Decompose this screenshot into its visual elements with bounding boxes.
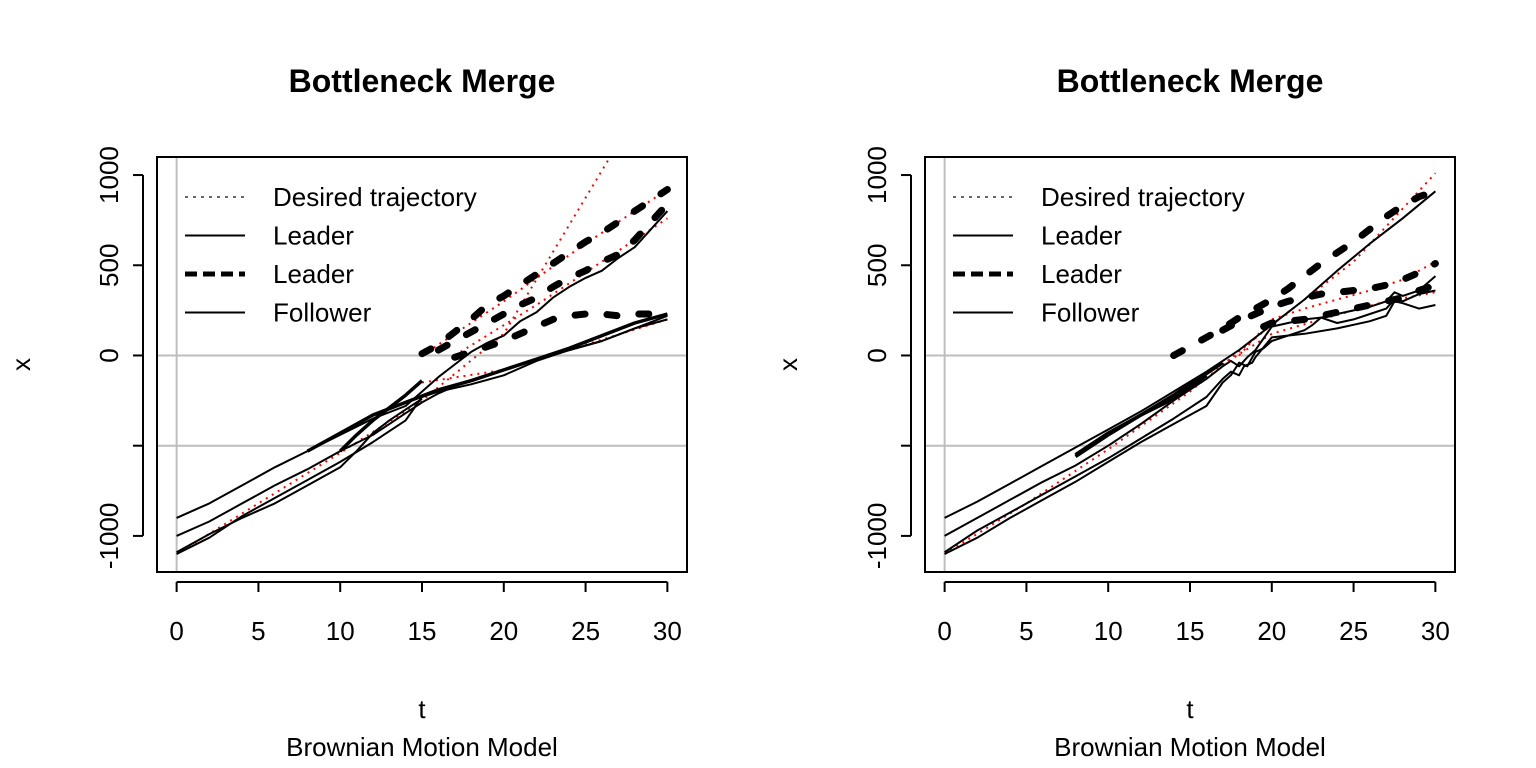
series-group <box>176 157 671 555</box>
y-tick-label: 0 <box>94 348 124 362</box>
x-tick-label: 30 <box>1421 616 1450 646</box>
legend-label: Leader <box>273 259 354 289</box>
series-line-dashed-thick-10 <box>451 308 671 361</box>
y-tick-label: 500 <box>94 244 124 287</box>
y-axis-label: x <box>773 358 803 371</box>
plot-frame <box>924 156 1456 573</box>
chart-subtitle: Brownian Motion Model <box>1054 732 1326 762</box>
x-tick-label: 25 <box>1339 616 1368 646</box>
chart-subtitle: Brownian Motion Model <box>286 732 558 762</box>
x-axis-label: t <box>1186 694 1194 724</box>
legend-label: Leader <box>273 221 354 251</box>
legend: Desired trajectory Leader Leader Follower <box>185 182 477 328</box>
series-line-solid-thin-6 <box>944 300 1436 554</box>
legend-label: Follower <box>273 298 372 328</box>
y-tick-label: 500 <box>862 244 892 287</box>
chart-title: Bottleneck Merge <box>1057 63 1324 99</box>
legend: Desired trajectory Leader Leader Follower <box>953 182 1245 328</box>
chart-panel-left: Bottleneck Merge 0 5 10 15 20 25 30 -1000 0 500 100… <box>6 63 688 762</box>
x-tick-label: 30 <box>653 616 682 646</box>
y-tick-label: -1000 <box>862 503 892 570</box>
y-tick-label: 1000 <box>862 146 892 204</box>
series-line-red-dotted-0 <box>944 172 1437 555</box>
series-line-solid-thin-7 <box>176 397 423 554</box>
y-tick-label: 1000 <box>94 146 124 204</box>
chart-panel-right: Bottleneck Merge 0 5 10 15 20 25 30 -1000 0 500 100… <box>773 63 1456 762</box>
x-tick-label: 15 <box>1176 616 1205 646</box>
series-line-solid-thin-5 <box>944 289 1436 555</box>
series-line-dashed-thick-8 <box>1219 260 1439 334</box>
x-tick-label: 5 <box>1019 616 1033 646</box>
y-tick-label: -1000 <box>94 503 124 570</box>
x-axis-label: t <box>418 694 426 724</box>
legend-label: Leader <box>1041 259 1122 289</box>
x-tick-label: 0 <box>937 616 951 646</box>
series-line-dashed-thick-9 <box>434 200 671 354</box>
y-tick-label: 0 <box>862 348 892 362</box>
x-tick-label: 10 <box>326 616 355 646</box>
series-line-solid-thin-3 <box>944 190 1437 519</box>
x-tick-label: 25 <box>571 616 600 646</box>
x-tick-label: 15 <box>408 616 437 646</box>
x-tick-label: 20 <box>489 616 518 646</box>
x-tick-label: 0 <box>169 616 183 646</box>
legend-label: Leader <box>1041 221 1122 251</box>
legend-label: Desired trajectory <box>273 182 477 212</box>
series-line-red-dotted-1 <box>421 188 668 357</box>
y-axis-label: x <box>6 358 36 371</box>
legend-label: Desired trajectory <box>1041 182 1245 212</box>
series-line-solid-thick-12 <box>338 379 424 453</box>
x-tick-label: 10 <box>1094 616 1123 646</box>
series-line-dashed-thick-7 <box>1170 187 1439 359</box>
series-line-solid-thin-4 <box>944 275 1437 537</box>
series-line-solid-thin-4 <box>176 210 669 519</box>
series-line-solid-thick-11 <box>1074 361 1224 458</box>
chart-title: Bottleneck Merge <box>289 63 556 99</box>
series-group <box>944 172 1439 555</box>
x-tick-label: 5 <box>251 616 265 646</box>
series-line-solid-thick-11 <box>306 312 668 453</box>
plot-frame <box>156 156 688 573</box>
x-tick-label: 20 <box>1257 616 1286 646</box>
legend-label: Follower <box>1041 298 1140 328</box>
